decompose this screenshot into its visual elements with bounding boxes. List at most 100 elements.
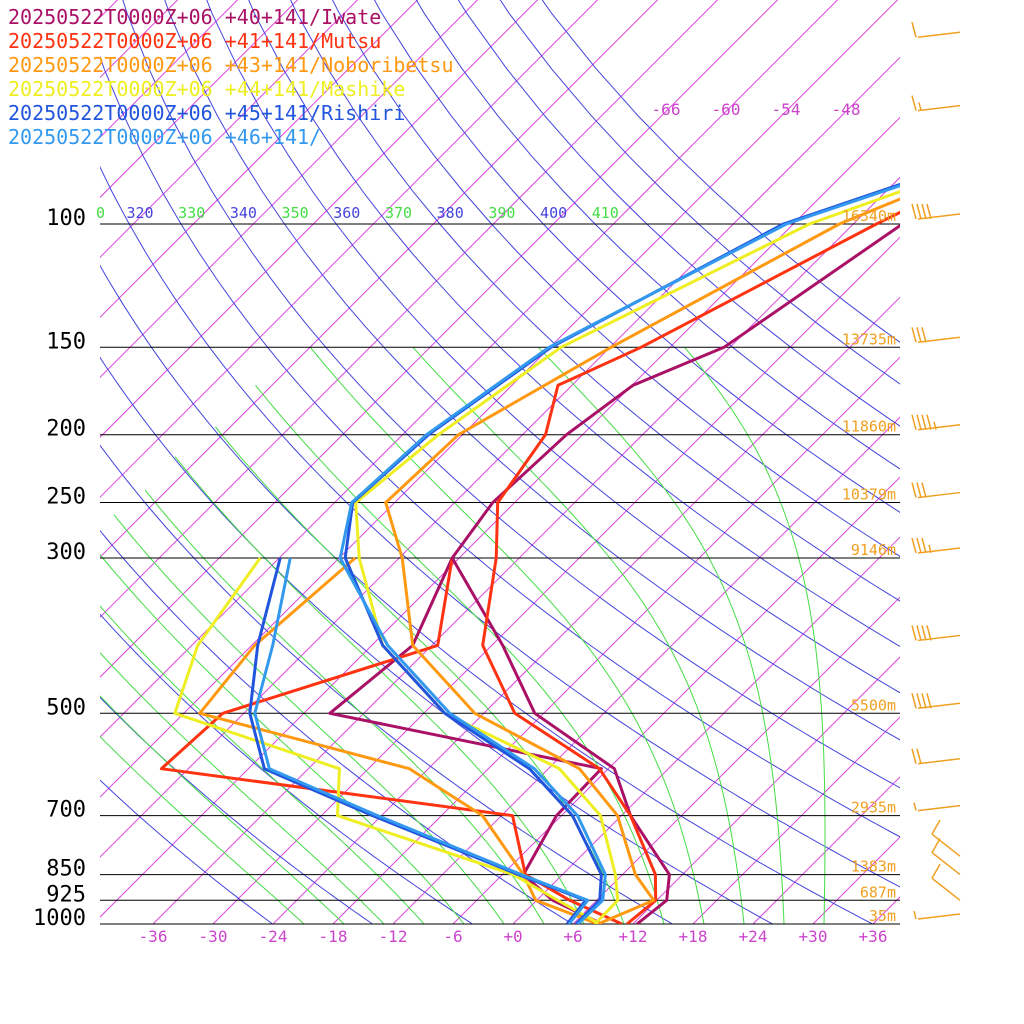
moist-adiabat-line (113, 514, 505, 924)
dewpoint-line (253, 557, 590, 924)
wind-barb (911, 537, 961, 554)
temperature-tick-label: -36 (139, 927, 168, 946)
temperature-tick-label: +18 (679, 927, 708, 946)
dry-adiabat-line (415, 0, 900, 470)
wind-barb-full (926, 625, 932, 641)
wind-barb-full (921, 693, 927, 709)
temperature-tick-label: +24 (739, 927, 768, 946)
wind-barb-full (911, 22, 917, 38)
wind-barb (911, 748, 961, 765)
wind-barb-full (931, 863, 941, 879)
temperature-tick-label: +12 (619, 927, 648, 946)
wind-barb-full (911, 625, 917, 641)
wind-barb-full (916, 482, 922, 498)
isotherm-line (933, 0, 1024, 924)
pressure-label: 925 (46, 882, 86, 907)
temperature-line (481, 210, 900, 924)
temperature-line (450, 223, 900, 924)
isotherm-line (812, 836, 900, 924)
wind-barb (911, 625, 961, 642)
wind-barb-full (911, 203, 917, 220)
moist-adiabat-line (684, 346, 826, 924)
temperature-tick-label: -6 (443, 927, 462, 946)
dry-adiabat-line (541, 0, 900, 343)
height-label: 10379m (842, 486, 896, 504)
wind-barb (911, 693, 961, 710)
moist-adiabat-line (412, 346, 745, 924)
pressure-label: 300 (46, 540, 86, 565)
wind-barb-full (921, 203, 927, 220)
isotherm-line (272, 296, 900, 924)
wind-barb-full (921, 414, 927, 430)
legend-entry-iwate: 20250522T0000Z+06 +40+141/Iwate (8, 5, 382, 29)
legend-entry-noboribetsu: 20250522T0000Z+06 +43+141/Noboribetsu (8, 53, 454, 77)
height-label: 687m (860, 883, 896, 901)
wind-barb-staff (917, 547, 961, 554)
wind-barb-staff (917, 423, 961, 431)
wind-barb (911, 203, 961, 220)
isotherm-label: -54 (772, 100, 801, 119)
temperature-tick-label: +30 (799, 927, 828, 946)
wind-barb-full (926, 203, 932, 220)
dry-adiabat-line (100, 55, 900, 838)
dry-adiabat-line (100, 264, 874, 924)
height-label: 16340m (842, 207, 896, 225)
isotherm-line (100, 0, 839, 738)
wind-barb-half (928, 544, 932, 554)
isotherm-label: -48 (832, 100, 861, 119)
wind-barb-staff (931, 833, 961, 857)
wind-barb-full (911, 327, 917, 343)
isotherm-line (100, 0, 779, 678)
height-label: 2935m (851, 799, 896, 817)
moist-adiabat-line (100, 695, 345, 924)
theta-label: 360 (333, 204, 360, 222)
theta-label: 320 (126, 204, 153, 222)
wind-barb-full (911, 748, 917, 764)
wind-barb-full (916, 537, 922, 554)
temperature-tick-label: -18 (319, 927, 348, 946)
isotherm-line (392, 416, 900, 924)
height-label: 9146m (851, 541, 896, 559)
isotherm-line (100, 0, 659, 558)
wind-barb-half (913, 910, 917, 920)
isotherm-line (993, 0, 1024, 924)
wind-barb-staff (917, 491, 961, 499)
wind-barb (913, 802, 961, 812)
theta-label: 400 (540, 204, 567, 222)
temperature-tick-label: -24 (259, 927, 288, 946)
pressure-label: 500 (46, 695, 86, 720)
wind-barb (911, 327, 961, 344)
wind-barbs (911, 22, 961, 920)
wind-barb-staff (931, 877, 961, 901)
isotherm-line (100, 0, 539, 438)
wind-barb-staff (917, 757, 961, 765)
wind-barb-full (916, 203, 922, 220)
height-label: 1383m (851, 858, 896, 876)
wind-barb-full (911, 414, 917, 430)
wind-barb (913, 910, 961, 920)
wind-barb (911, 22, 961, 38)
height-label: 35m (869, 907, 896, 925)
dry-adiabat-line (206, 0, 900, 694)
height-label: 11860m (842, 418, 896, 436)
legend: 20250522T0000Z+06 +40+141/Iwate 20250522… (8, 5, 454, 149)
pressure-label: 1000 (33, 906, 86, 931)
legend-entry-mashike: 20250522T0000Z+06 +44+141/Mashike (8, 77, 406, 101)
temperature-line (338, 184, 900, 924)
wind-barb-staff (917, 336, 961, 344)
legend-entry-46: 20250522T0000Z+06 +46+141/ (8, 125, 322, 149)
wind-barb (931, 838, 961, 876)
legend-entry-mutsu: 20250522T0000Z+06 +41+141/Mutsu (8, 29, 382, 53)
wind-barb (931, 863, 961, 901)
wind-barb-staff (917, 213, 961, 220)
moist-adiabat-line (100, 651, 385, 924)
pressure-label: 100 (46, 206, 86, 231)
moist-adiabat-line (309, 346, 705, 924)
isotherm-line (100, 56, 900, 858)
wind-barb-staff (917, 104, 961, 112)
dry-adiabat-line (100, 165, 900, 888)
dry-adiabat-line (164, 0, 900, 741)
temperature-tick-label: +0 (503, 927, 522, 946)
moist-adiabat-line (215, 426, 625, 924)
